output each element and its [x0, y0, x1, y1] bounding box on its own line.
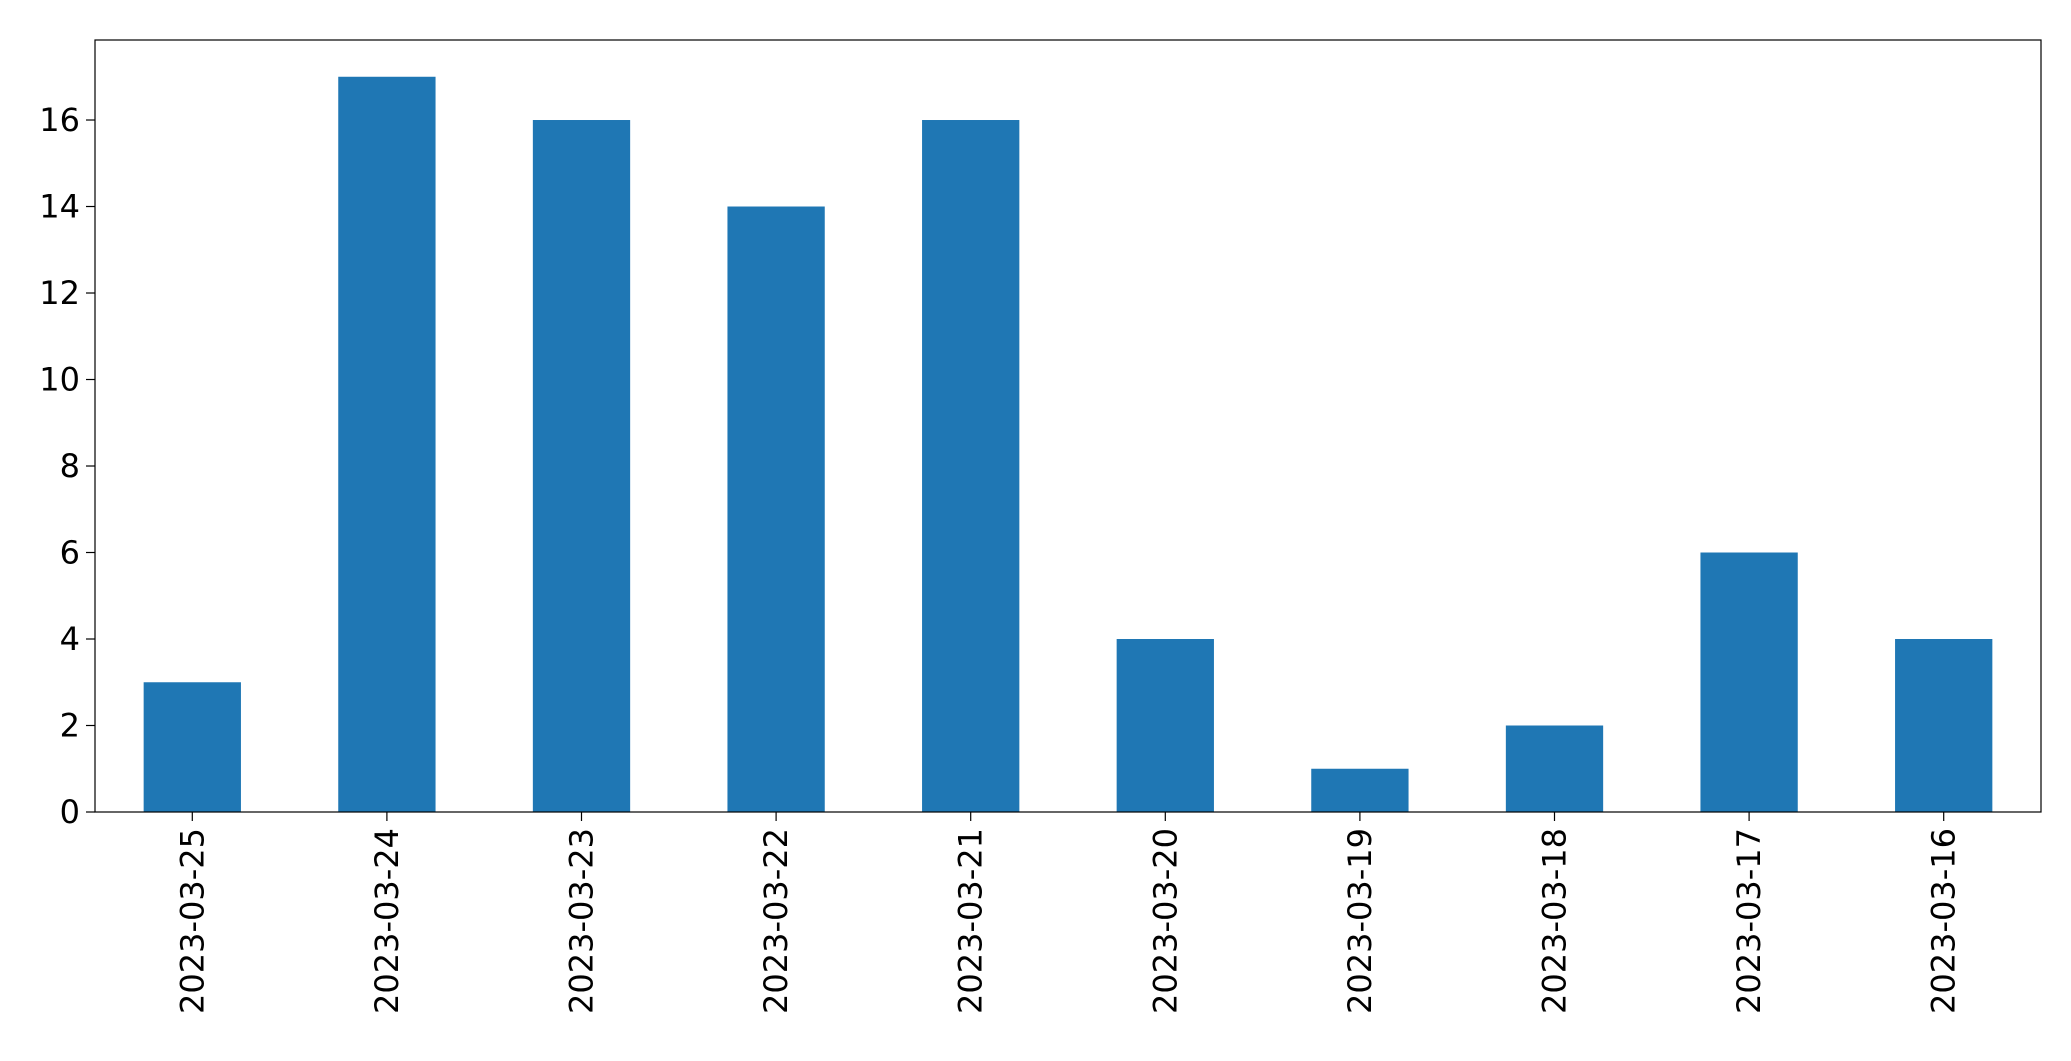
x-axis: 2023-03-25 2023-03-24 2023-03-23 2023-03-22… — [173, 812, 1963, 1014]
bar-2023-03-21 — [922, 120, 1020, 812]
bar-2023-03-25 — [143, 682, 241, 812]
x-tick-label: 2023-03-22 — [757, 828, 795, 1014]
bar-2023-03-23 — [532, 120, 631, 812]
plot-frame — [94, 39, 2042, 813]
x-tick-label: 2023-03-23 — [563, 828, 601, 1014]
y-tick-label: 2 — [60, 707, 80, 745]
bar-2023-03-17 — [1700, 552, 1798, 812]
y-tick-label: 4 — [60, 620, 80, 658]
y-axis: 0 2 4 6 8 10 12 14 16 — [39, 101, 95, 831]
y-tick-label: 6 — [60, 534, 80, 572]
x-tick-label: 2023-03-17 — [1730, 828, 1768, 1014]
y-tick-label: 0 — [60, 793, 80, 831]
x-tick-label: 2023-03-24 — [368, 828, 406, 1014]
x-tick-label: 2023-03-21 — [952, 828, 990, 1014]
y-tick-label: 12 — [39, 274, 80, 312]
bar-2023-03-24 — [338, 76, 436, 812]
x-tick-label: 2023-03-18 — [1536, 828, 1574, 1014]
bars-layer — [143, 76, 1993, 812]
x-tick-label: 2023-03-16 — [1925, 828, 1963, 1014]
y-tick-label: 14 — [39, 188, 80, 226]
y-tick-label: 8 — [60, 447, 80, 485]
bar-2023-03-19 — [1311, 768, 1409, 812]
bar-2023-03-22 — [727, 206, 825, 812]
y-tick-label: 10 — [39, 361, 80, 399]
x-tick-label: 2023-03-20 — [1146, 828, 1184, 1014]
bar-2023-03-16 — [1895, 639, 1993, 812]
y-tick-label: 16 — [39, 101, 80, 139]
x-tick-label: 2023-03-25 — [173, 828, 211, 1014]
x-tick-label: 2023-03-19 — [1341, 828, 1379, 1014]
bar-2023-03-18 — [1505, 725, 1604, 812]
bar-2023-03-20 — [1116, 639, 1214, 812]
